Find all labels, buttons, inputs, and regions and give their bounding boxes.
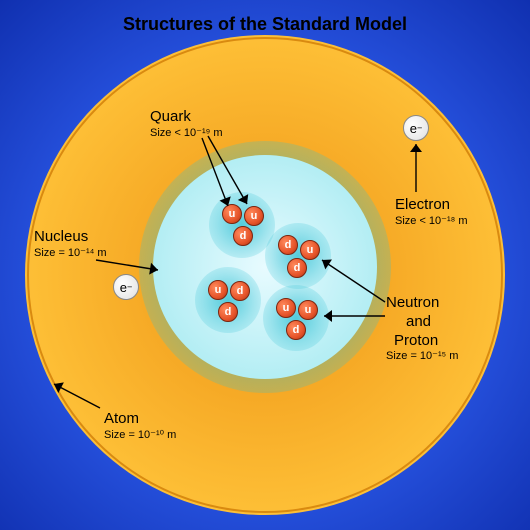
electron: e− [113,274,139,300]
quark-label: u [215,284,222,296]
quark-label: u [305,304,312,316]
nucleus-circle [153,155,377,379]
label-size: Size = 10⁻¹⁵ m [386,350,458,364]
quark-label: u [251,210,258,222]
quark: u [276,298,296,318]
electron-label: ElectronSize < 10⁻¹⁸ m [395,196,468,229]
quark: u [208,280,228,300]
electron-symbol: e [410,121,417,136]
label-name: Neutron [386,294,458,313]
quark-label: d [285,239,292,251]
quark: u [300,240,320,260]
quark: u [244,206,264,226]
label-name: Proton [394,332,458,351]
quark-label: u [283,302,290,314]
quark: u [298,300,318,320]
label-name: Electron [395,196,468,215]
neutron-proton-label: NeutronandProtonSize = 10⁻¹⁵ m [386,294,458,364]
label-size: Size < 10⁻¹⁹ m [150,127,223,141]
electron-charge: − [127,282,132,292]
quark: d [230,281,250,301]
nucleon [265,223,331,289]
quark: d [286,320,306,340]
label-name: Nucleus [34,228,107,247]
label-name: Quark [150,108,223,127]
nucleon [195,267,261,333]
quark-label: u [307,244,314,256]
label-size: Size = 10⁻¹⁰ m [104,429,176,443]
label-name: Atom [104,410,176,429]
label-size: Size = 10⁻¹⁴ m [34,247,107,261]
quark-label: d [240,230,247,242]
label-size: Size < 10⁻¹⁸ m [395,215,468,229]
quark-label: d [293,324,300,336]
quark: d [287,258,307,278]
quark: d [218,302,238,322]
nucleon [263,285,329,351]
diagram-title: Structures of the Standard Model [0,14,530,35]
nucleus-label: NucleusSize = 10⁻¹⁴ m [34,228,107,261]
quark: d [233,226,253,246]
quark-label: u [229,208,236,220]
electron-symbol: e [120,280,127,295]
electron-charge: − [417,123,422,133]
quark: d [278,235,298,255]
quark-label: QuarkSize < 10⁻¹⁹ m [150,108,223,141]
quark: u [222,204,242,224]
electron: e− [403,115,429,141]
atom-label: AtomSize = 10⁻¹⁰ m [104,410,176,443]
quark-label: d [225,306,232,318]
label-name: and [406,313,458,332]
quark-label: d [237,285,244,297]
quark-label: d [294,262,301,274]
